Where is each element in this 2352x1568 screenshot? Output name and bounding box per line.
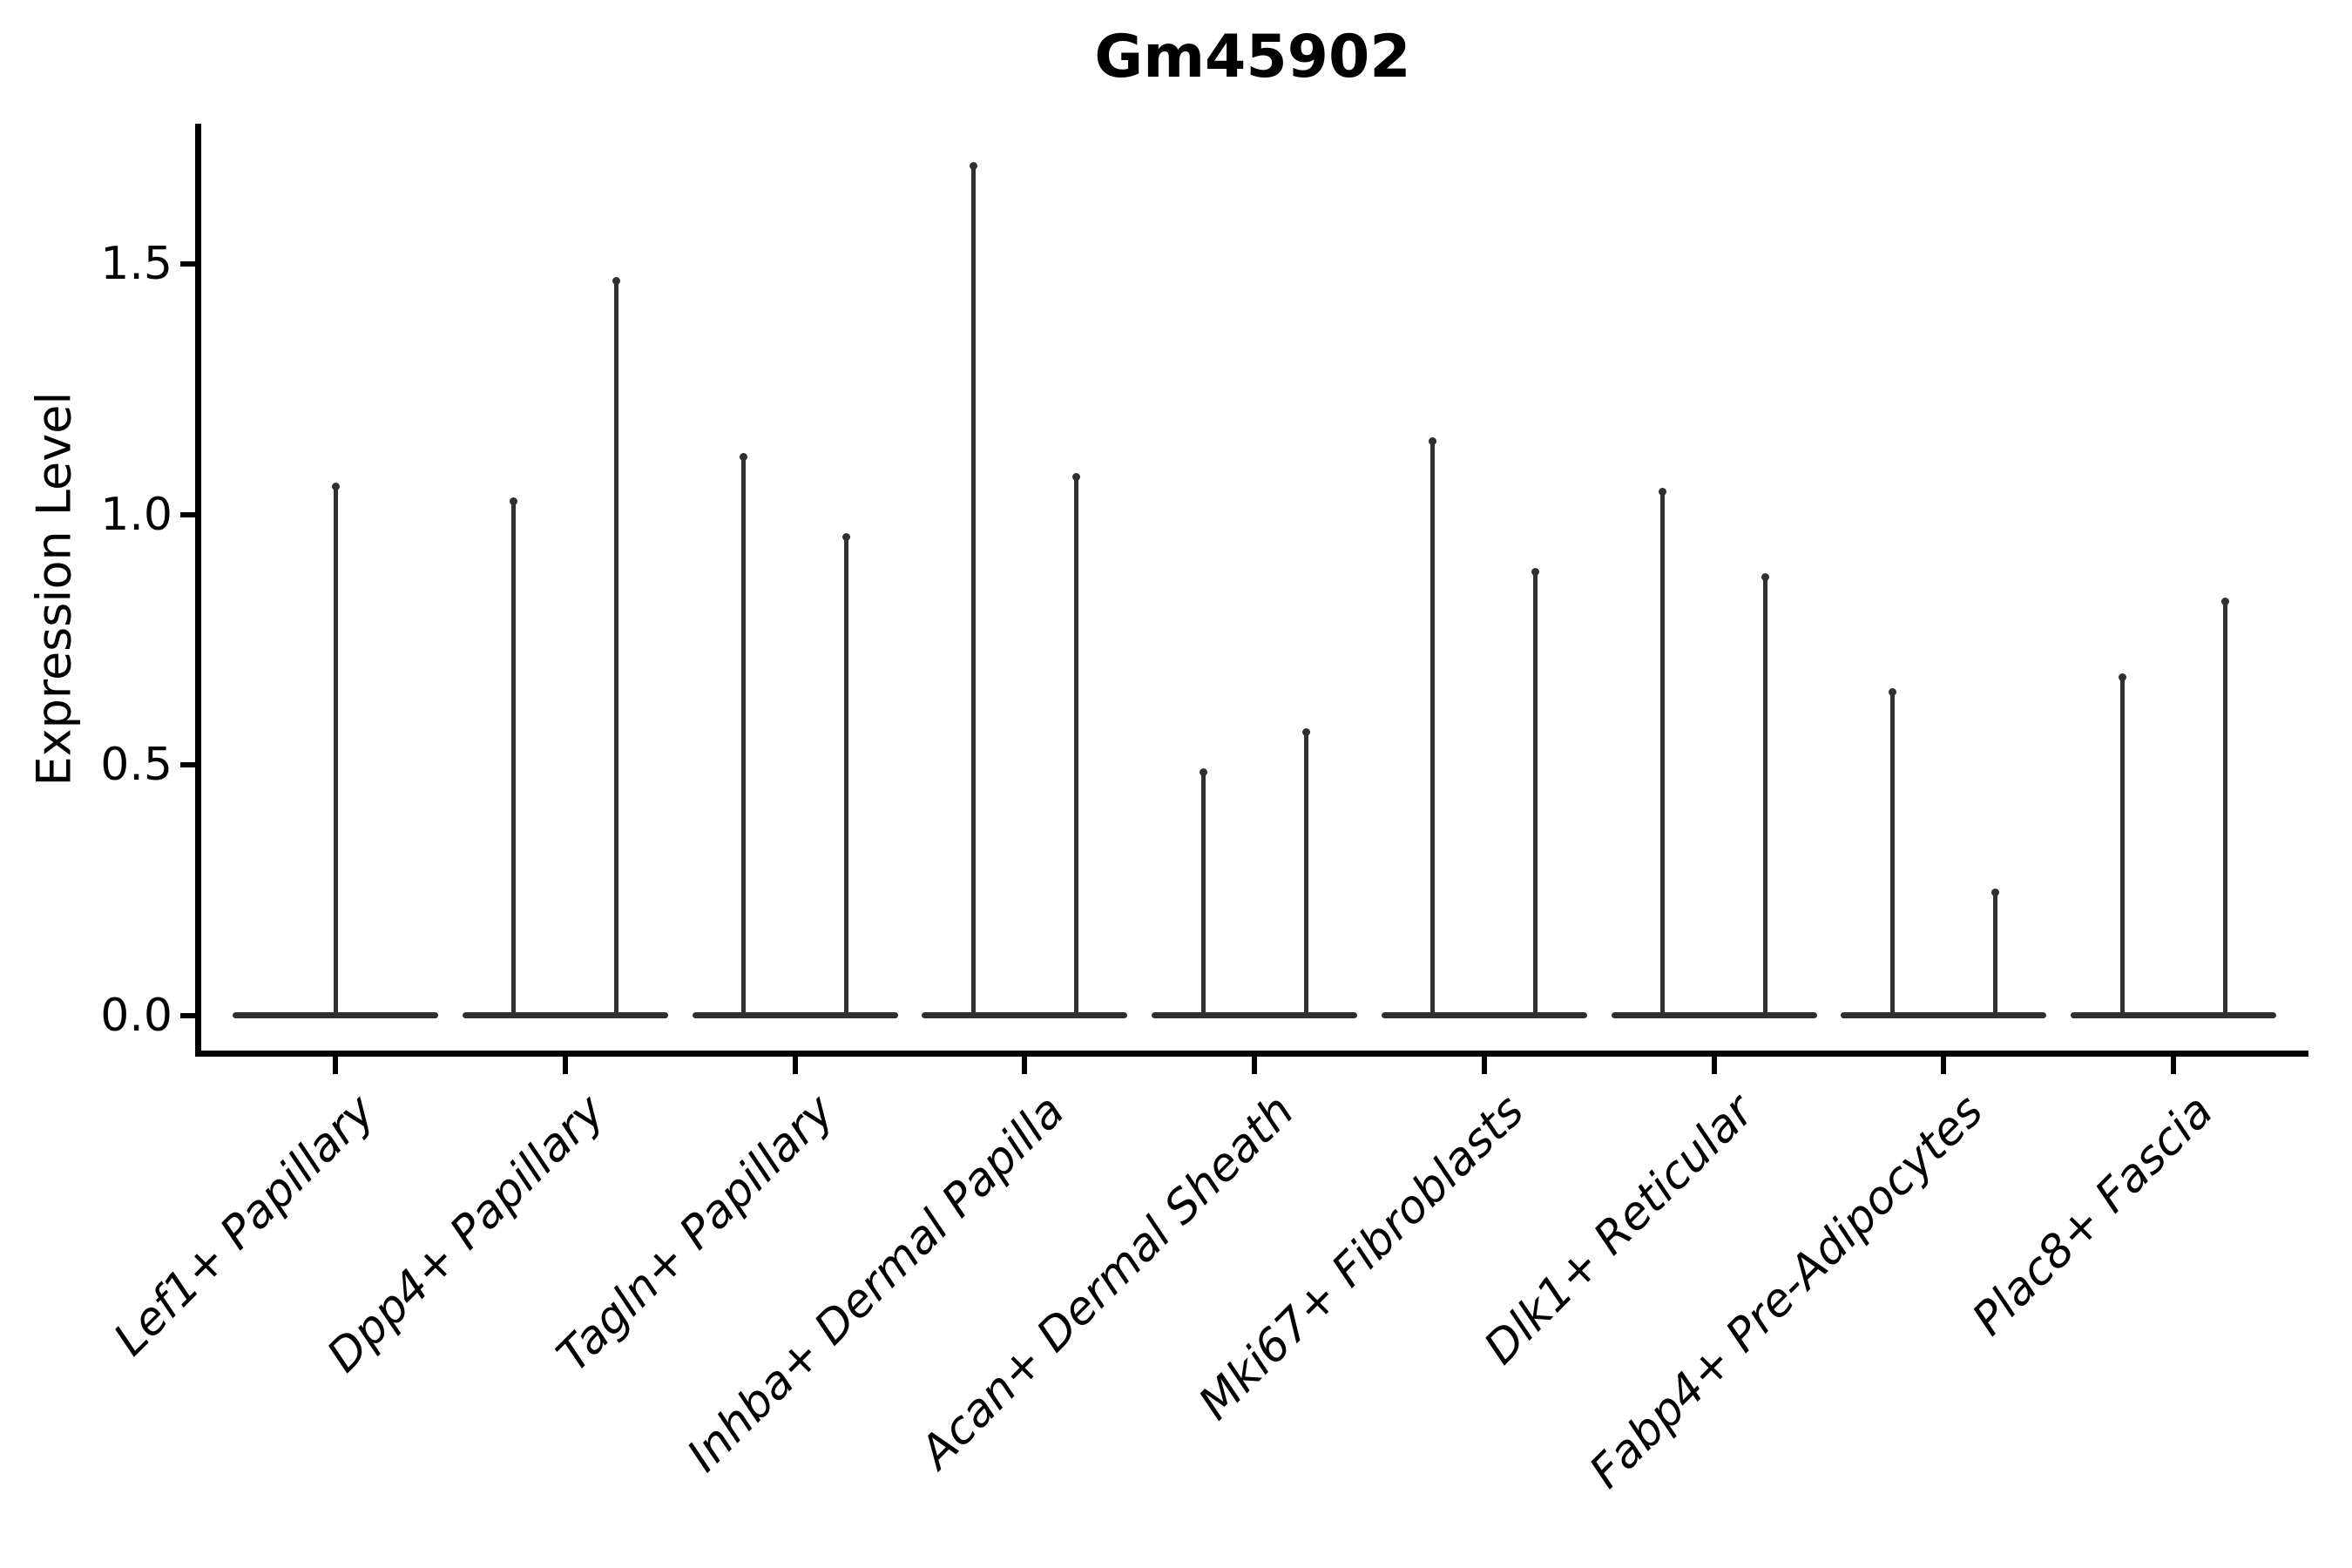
x-tick-mark <box>1252 1057 1257 1074</box>
x-tick-mark <box>333 1057 338 1074</box>
y-tick-mark <box>180 1012 195 1018</box>
y-tick-label: 1.0 <box>100 488 172 541</box>
violin-max-spike <box>1200 769 1206 1017</box>
x-tick-mark <box>1941 1057 1947 1074</box>
x-tick-mark <box>2171 1057 2176 1074</box>
y-tick-mark <box>180 762 195 767</box>
x-tick-mark <box>792 1057 798 1074</box>
violin-baseline <box>1841 1012 2047 1018</box>
violin-spike-cap <box>969 162 977 170</box>
violin-spike-cap <box>1429 437 1437 446</box>
y-axis-spine <box>195 124 201 1057</box>
x-tick-label: Inhba+ Dermal Papilla <box>677 1085 1075 1483</box>
violin-max-spike <box>1073 474 1078 1017</box>
violin-spike-cap <box>1990 888 1999 896</box>
violin-spike-cap <box>842 532 850 541</box>
violin-max-spike <box>1763 574 1767 1017</box>
violin-spike-cap <box>2118 672 2126 681</box>
violin-spike-cap <box>740 452 747 461</box>
violin-max-spike <box>1430 439 1436 1017</box>
violin-spike-cap <box>1071 472 1080 481</box>
violin-baseline <box>1381 1012 1587 1018</box>
y-axis-label: Expression Level <box>26 391 82 787</box>
violin-max-spike <box>1533 569 1538 1017</box>
x-tick-mark <box>1481 1057 1487 1074</box>
y-tick-label: 0.0 <box>100 989 172 1042</box>
violin-spike-cap <box>612 277 621 286</box>
violin-baseline <box>1611 1012 1817 1018</box>
violin-spike-cap <box>1531 567 1540 576</box>
violin-max-spike <box>2119 674 2125 1017</box>
violin-max-spike <box>1992 889 1997 1017</box>
violin-spike-cap <box>1301 727 1310 736</box>
violin-spike-cap <box>1199 767 1207 776</box>
violin-spike-cap <box>510 497 518 506</box>
violin-max-spike <box>844 534 848 1017</box>
violin-baseline <box>692 1012 898 1018</box>
x-tick-mark <box>1022 1057 1028 1074</box>
violin-spike-cap <box>1761 572 1769 581</box>
chart-title: Gm45902 <box>1094 23 1411 91</box>
y-tick-label: 0.5 <box>100 739 172 791</box>
violin-max-spike <box>970 164 976 1017</box>
violin-max-spike <box>2222 599 2227 1017</box>
violin-max-spike <box>511 499 517 1017</box>
x-tick-label: Fabp4+ Pre-Adipocytes <box>1579 1085 1994 1499</box>
violin-spike-cap <box>1888 687 1896 696</box>
violin-max-spike <box>333 484 338 1017</box>
violin-baseline <box>2071 1012 2276 1018</box>
x-tick-mark <box>562 1057 568 1074</box>
x-tick-mark <box>1711 1057 1717 1074</box>
violin-spike-cap <box>2220 598 2229 606</box>
violin-max-spike <box>1889 689 1895 1017</box>
y-tick-mark <box>180 511 195 517</box>
violin-baseline <box>1152 1012 1357 1018</box>
violin-max-spike <box>741 454 746 1017</box>
y-tick-mark <box>180 261 195 267</box>
violin-max-spike <box>1660 489 1665 1017</box>
x-tick-label: Plac8+ Fascia <box>1962 1085 2224 1346</box>
violin-max-spike <box>1303 729 1308 1017</box>
violin-baseline <box>462 1012 668 1018</box>
violin-max-spike <box>614 279 619 1017</box>
violin-spike-cap <box>331 483 340 490</box>
x-tick-label: Acan+ Dermal Sheath <box>910 1085 1305 1479</box>
violin-spike-cap <box>1659 487 1666 496</box>
y-tick-label: 1.5 <box>100 238 172 290</box>
violin-baseline <box>922 1012 1128 1018</box>
x-axis-spine <box>195 1051 2308 1057</box>
